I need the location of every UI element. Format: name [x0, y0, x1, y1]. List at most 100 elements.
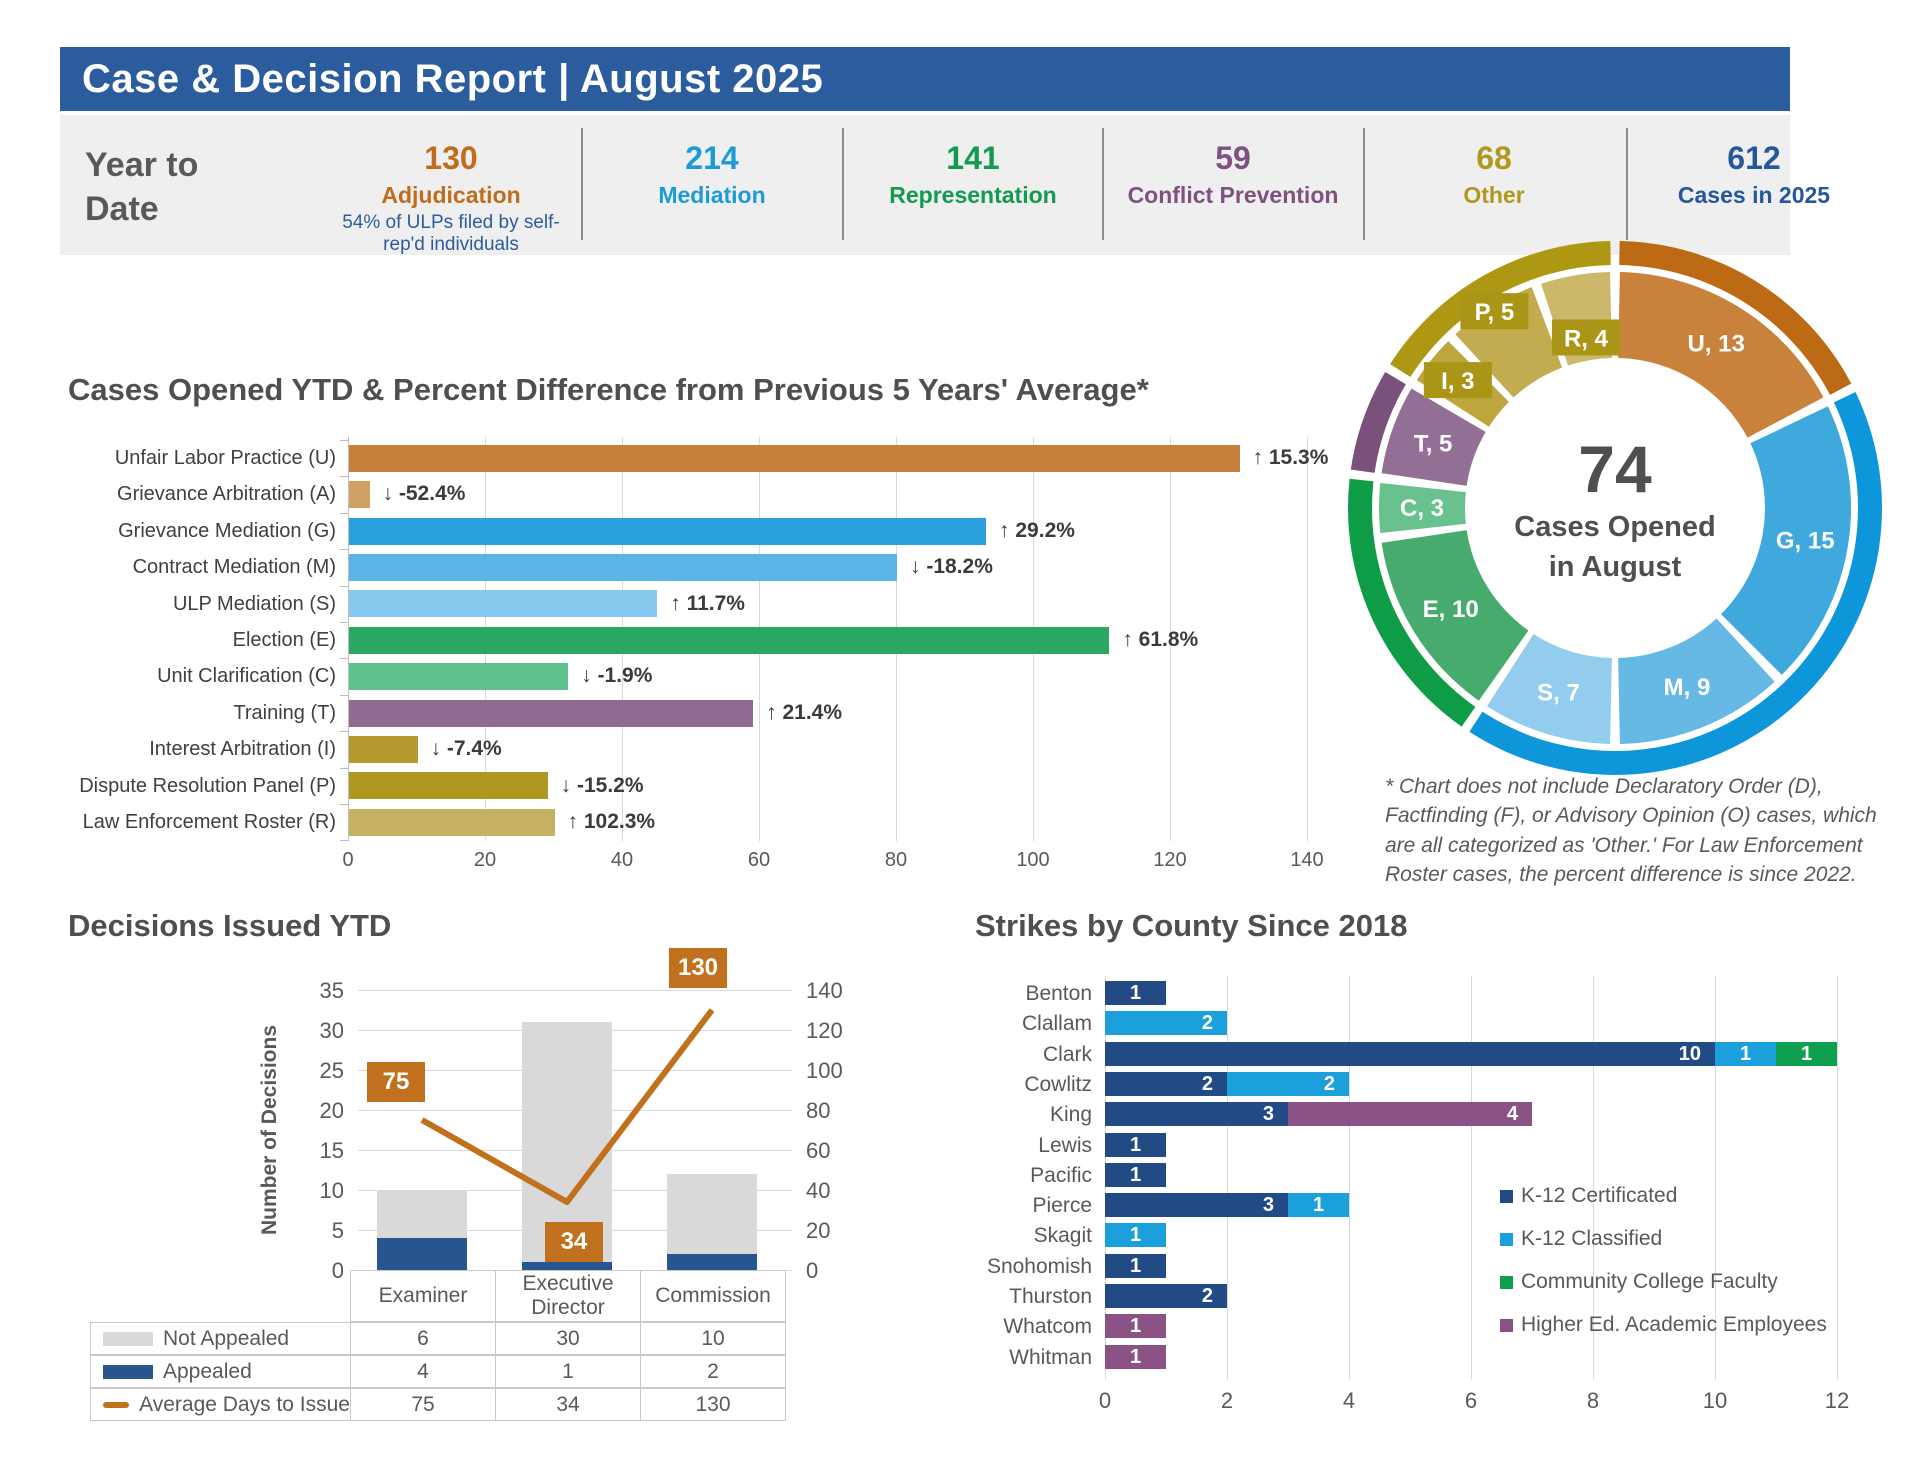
county-label: Clark	[1042, 1042, 1092, 1066]
table-cell: 34	[495, 1388, 641, 1421]
x-tick-label: 80	[884, 849, 908, 871]
donut-slice-label: U, 13	[1688, 331, 1745, 358]
y-right-tick-label: 0	[806, 1258, 819, 1283]
stat-label: Conflict Prevention	[1127, 182, 1339, 208]
y-right-tick-label: 20	[806, 1218, 831, 1243]
stat-label: Mediation	[658, 182, 766, 208]
axis-tick	[340, 694, 348, 696]
y-right-tick-label: 40	[806, 1178, 831, 1203]
y-right-tick-label: 120	[806, 1018, 843, 1043]
stat-label: Representation	[889, 182, 1057, 208]
bar-M	[349, 553, 897, 581]
x-tick-label: 0	[342, 849, 354, 871]
segment-value-label: 3	[1262, 1103, 1274, 1126]
segment-value-label: 1	[1129, 1133, 1142, 1156]
bar-not-appealed	[667, 1174, 757, 1254]
stat-value: 130	[424, 140, 478, 176]
y-right-tick-label: 140	[806, 978, 843, 1003]
legend-label: Not Appealed	[163, 1326, 290, 1350]
line-overlay	[358, 990, 792, 1270]
county-label: Thurston	[1009, 1285, 1092, 1308]
segment-value-label: 1	[1129, 1254, 1142, 1277]
axis-tick	[340, 804, 348, 805]
segment-k-12-certificated	[1105, 1284, 1227, 1308]
table-header-cell: Executive Director	[495, 1270, 641, 1322]
gridline	[1170, 437, 1171, 841]
table-cell: 130	[640, 1388, 786, 1421]
table-cell: 75	[350, 1388, 496, 1421]
donut-slice-label: E, 10	[1423, 596, 1479, 623]
axis-tick	[340, 767, 348, 769]
bar-label: Interest Arbitration (I)	[149, 738, 336, 761]
bar-label: Grievance Arbitration (A)	[117, 483, 336, 506]
donut-chart: U, 13 G, 15 M, 9 S, 7 E, 10 C, 3 T, 5 I, 3 P, 5 R…	[1345, 238, 1885, 778]
segment-k-12-certificated	[1105, 1253, 1166, 1278]
segment-higher-ed-academic-employees	[1288, 1102, 1532, 1127]
county-label: Clallam	[1021, 1012, 1092, 1036]
y-left-tick-label: 10	[319, 1178, 344, 1203]
donut-slice-label: G, 15	[1776, 528, 1835, 555]
segment-value-label: 2	[1201, 1072, 1213, 1095]
stat-label: Adjudication	[381, 182, 521, 208]
bar-label: Law Enforcement Roster (R)	[82, 811, 336, 833]
legend-label: Average Days to Issue	[139, 1392, 350, 1416]
bar-U	[349, 444, 1240, 472]
bar-A	[349, 481, 370, 509]
y-left-tick-label: 25	[319, 1058, 344, 1083]
table-cell: 10	[640, 1322, 786, 1355]
table-cell: 30	[495, 1322, 641, 1355]
axis-tick	[340, 622, 348, 623]
county-label: King	[1049, 1103, 1092, 1127]
segment-value-label: 1	[1129, 1224, 1142, 1247]
segment-value-label: 1	[1129, 1315, 1142, 1338]
x-tick-label: 2	[1220, 1388, 1234, 1413]
donut-slice-G	[1721, 406, 1851, 675]
segment-k-12-classified	[1105, 1011, 1227, 1036]
y-left-tick-label: 0	[331, 1258, 344, 1283]
pct-label: ↑ 29.2%	[999, 518, 1075, 542]
ytd-band: 130 Adjudication 54% of ULPs filed by self…	[60, 115, 1830, 255]
donut-label-box	[1423, 362, 1492, 399]
bar-S	[349, 590, 658, 618]
donut-slice-T	[1381, 388, 1486, 486]
table-legend-cell: Appealed	[90, 1355, 351, 1388]
y-axis-line	[348, 437, 349, 841]
segment-value-label: 3	[1262, 1194, 1274, 1217]
donut-slice-U	[1618, 272, 1824, 438]
stat-label: Cases in 2025	[1677, 182, 1831, 208]
donut-footnote: * Chart does not include Declaratory Ord…	[1385, 775, 1877, 887]
segment-k-12-certificated	[1105, 1041, 1715, 1066]
bar-label: Contract Mediation (M)	[132, 556, 336, 579]
segment-value-label: 1	[1129, 1345, 1142, 1368]
legend-item: Community College Faculty	[1500, 1270, 1778, 1293]
legend-item: K-12 Certificated	[1500, 1184, 1677, 1207]
bar-P	[349, 772, 548, 800]
legend-swatch	[1500, 1189, 1513, 1203]
county-label: Benton	[1025, 982, 1092, 1005]
bar-appealed	[667, 1254, 757, 1270]
avg-days-label: 75	[367, 1062, 425, 1102]
axis-tick	[340, 731, 348, 733]
x-tick-label: 0	[1098, 1388, 1112, 1413]
donut-slice-M	[1618, 618, 1775, 744]
avg-days-line	[420, 1008, 715, 1205]
gridline	[1593, 976, 1594, 1380]
y-axis-title: Number of Decisions	[258, 1024, 281, 1236]
segment-value-label: 1	[1739, 1042, 1752, 1065]
axis-tick	[340, 585, 348, 587]
county-label: Lewis	[1038, 1133, 1092, 1157]
bar-R	[349, 808, 555, 836]
legend-swatch-rect	[103, 1331, 153, 1346]
legend-swatch-line	[103, 1401, 130, 1408]
county-label: Cowlitz	[1024, 1072, 1092, 1096]
pct-label: ↑ 21.4%	[766, 700, 843, 724]
axis-tick	[340, 840, 348, 842]
donut-outer-arc	[1390, 241, 1611, 378]
avg-days-line-svg	[420, 1008, 715, 1205]
segment-value-label: 1	[1129, 1163, 1142, 1186]
donut-slice-label: C, 3	[1400, 495, 1444, 522]
x-tick-label: 4	[1342, 1388, 1356, 1413]
gridline	[1837, 976, 1838, 1380]
segment-value-label: 10	[1678, 1042, 1701, 1065]
x-tick-label: 12	[1824, 1388, 1850, 1413]
